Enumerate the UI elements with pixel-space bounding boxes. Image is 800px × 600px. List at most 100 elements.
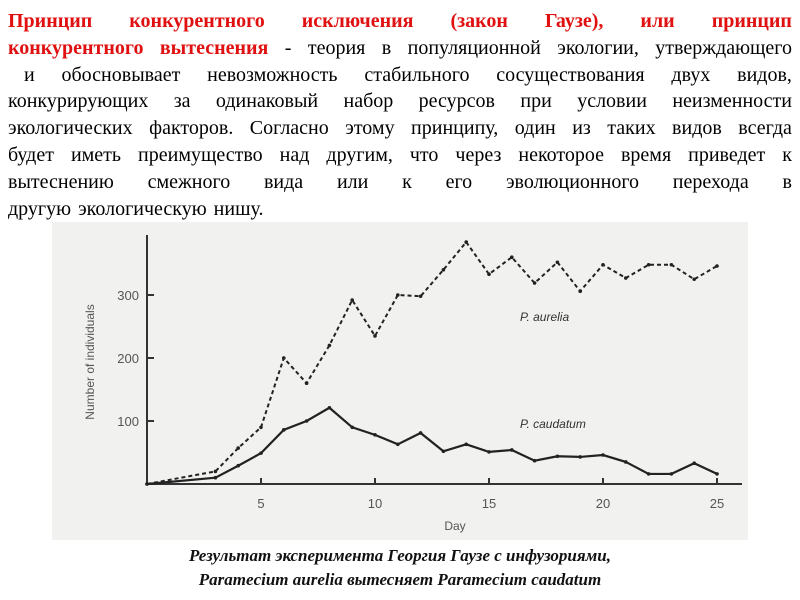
text-word: принципу, <box>411 117 499 140</box>
text-line: вытеснению смежного вида или к его эволюционно… <box>8 169 792 196</box>
data-point <box>715 264 719 268</box>
x-tick-label: 15 <box>482 496 496 511</box>
text-word: всегда <box>738 117 792 140</box>
data-point <box>236 463 240 468</box>
data-point <box>304 419 309 423</box>
text-word: при <box>520 90 552 113</box>
text-word: и <box>24 63 35 86</box>
text-word: видов, <box>737 63 792 86</box>
text-word: через <box>455 143 502 166</box>
text-line: и обосновывает невозможность стабильного сос… <box>8 62 792 89</box>
text-word: экологических <box>8 117 133 140</box>
text-word: что <box>409 143 439 166</box>
data-point <box>282 428 286 432</box>
text-word: таких <box>607 117 656 140</box>
data-point <box>578 289 582 294</box>
text-word: утверждающего <box>655 36 792 59</box>
text-word: обосновывает <box>61 63 181 86</box>
text-word: над <box>279 143 310 166</box>
data-point <box>487 272 491 277</box>
highlighted-term: Гаузе), <box>544 10 604 32</box>
text-word: преимущество <box>138 143 263 166</box>
text-word: этому <box>345 117 395 140</box>
text-word: к <box>782 143 792 166</box>
y-axis-label: Number of individuals <box>83 304 97 419</box>
text-word: факторов. <box>149 117 234 140</box>
caption-line-1: Результат эксперимента Георгия Гаузе с и… <box>189 546 611 565</box>
series-line-caudatum <box>146 406 718 486</box>
data-point <box>532 458 537 463</box>
text-word: вытеснению <box>8 170 114 193</box>
text-word: в <box>782 170 792 193</box>
data-point <box>441 268 446 272</box>
text-word: или <box>336 170 369 193</box>
text-word: ресурсов <box>418 90 495 113</box>
data-point <box>441 449 446 454</box>
text-word: видов <box>672 117 722 140</box>
text-word: эволюционного <box>505 170 640 193</box>
text-word: - <box>284 36 292 59</box>
data-point <box>396 293 400 297</box>
series-line-aurelia <box>146 240 718 485</box>
highlighted-term: конкурентного <box>8 36 144 59</box>
text-line: конкурентного вытеснения - теория в популяцио… <box>8 35 792 62</box>
data-point <box>236 446 240 450</box>
text-word: время <box>620 143 672 166</box>
highlighted-term: исключения <box>301 10 414 32</box>
data-point <box>646 262 651 267</box>
data-point <box>282 356 286 360</box>
text-word: неизменности <box>672 90 792 113</box>
data-point <box>646 472 651 476</box>
highlighted-term: (закон <box>450 10 508 32</box>
text-line: Принцип конкурентного исключения (закон Гауз… <box>8 8 792 35</box>
text-word: конкурирующих <box>8 90 149 113</box>
text-word: экологии, <box>557 36 639 59</box>
text-word: приведет <box>688 143 766 166</box>
description-text: Принцип конкурентного исключения (закон Гауз… <box>8 8 792 222</box>
text-word: из <box>572 117 591 140</box>
data-point <box>464 240 469 244</box>
highlighted-term: конкурентного <box>129 10 265 32</box>
data-point <box>692 277 696 282</box>
text-word: за <box>173 90 191 113</box>
text-word: одинаковый <box>215 90 319 113</box>
data-point <box>259 451 263 455</box>
text-word: вида <box>263 170 304 193</box>
text-word: к <box>402 170 412 193</box>
text-word: нишу. <box>213 197 264 220</box>
data-point <box>373 334 377 338</box>
series-label: P. aurelia <box>520 310 569 324</box>
data-point <box>624 276 628 280</box>
text-word: невозможность <box>207 63 338 86</box>
data-point <box>464 442 469 447</box>
data-point <box>555 260 560 265</box>
text-word: один <box>514 117 556 140</box>
x-tick-label: 5 <box>257 496 264 511</box>
text-word: некоторое <box>518 143 604 166</box>
text-word: сосуществования <box>496 63 645 86</box>
data-point <box>692 461 696 466</box>
data-point <box>327 343 332 348</box>
highlighted-term: вытеснения <box>159 36 269 59</box>
x-tick-label: 25 <box>710 496 724 511</box>
text-word: Согласно <box>249 117 329 140</box>
text-word: в <box>381 36 392 59</box>
data-point <box>510 255 514 259</box>
highlighted-term: или <box>640 10 675 32</box>
data-point <box>578 455 582 459</box>
data-point <box>350 298 355 302</box>
text-line: конкурирующих за одинаковый набор ресурсов пр… <box>8 88 792 115</box>
data-point <box>350 425 355 430</box>
text-word: будет <box>8 143 54 166</box>
text-line: будет иметь преимущество над другим, что через… <box>8 142 792 169</box>
x-axis-label: Day <box>444 519 465 533</box>
data-point <box>373 433 377 437</box>
y-tick-label: 100 <box>117 414 139 429</box>
data-point <box>418 431 423 435</box>
text-word: двух <box>671 63 711 86</box>
text-word: набор <box>343 90 394 113</box>
gause-chart: 100 200 300 5 10 15 20 25 Day Number of individua… <box>83 235 742 533</box>
data-point <box>327 405 332 410</box>
highlighted-term: Принцип <box>8 10 93 32</box>
data-point <box>213 469 218 474</box>
